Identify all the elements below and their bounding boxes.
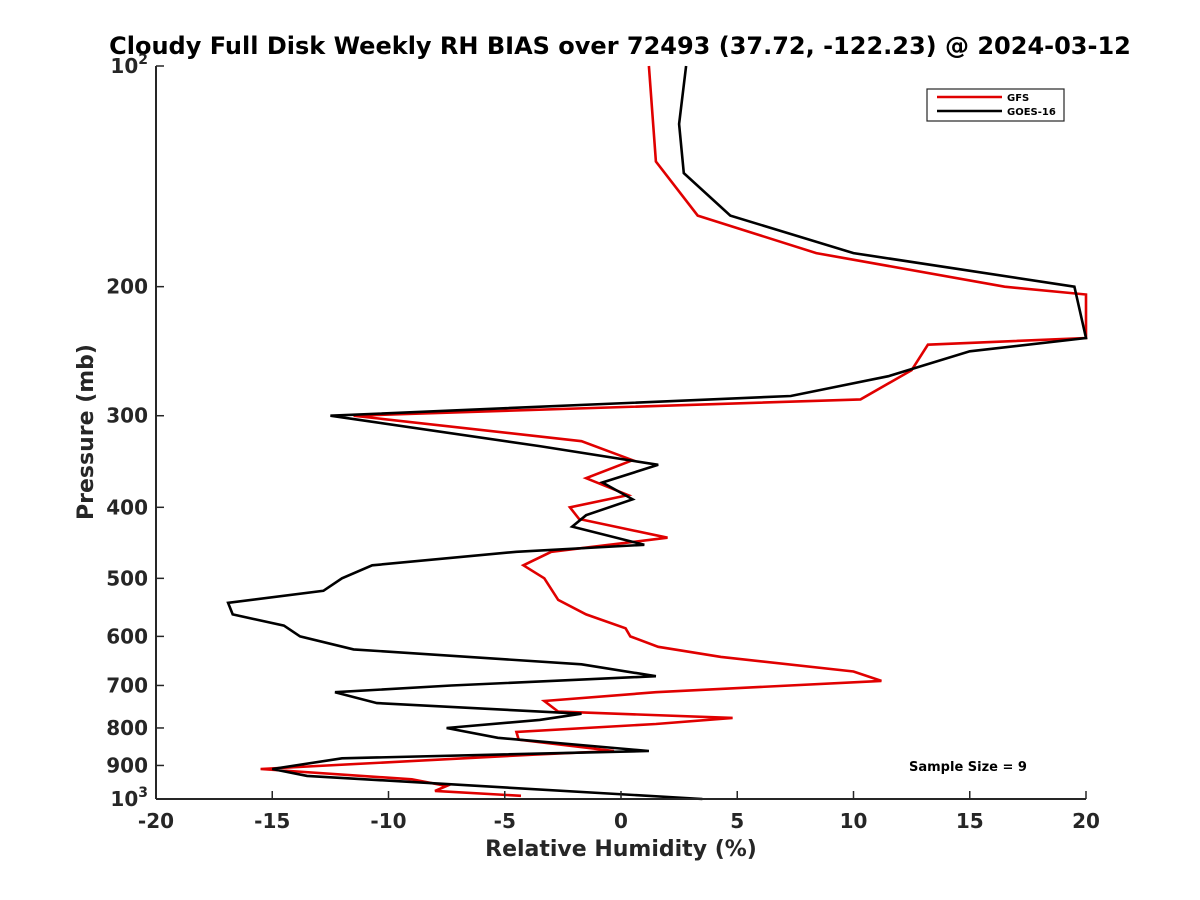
y-tick-label: 900: [106, 753, 148, 777]
legend-label-gfs: GFS: [1007, 93, 1029, 104]
x-tick-label: 5: [730, 809, 744, 833]
y-tick-label: 400: [106, 495, 148, 519]
x-tick-label: 0: [614, 809, 628, 833]
x-tick-label: -10: [370, 809, 406, 833]
y-tick-label: 300: [106, 404, 148, 428]
chart-title: Cloudy Full Disk Weekly RH BIAS over 724…: [109, 32, 1131, 60]
y-tick-label: 700: [106, 673, 148, 697]
y-tick-label: 200: [106, 275, 148, 299]
series-line-goes-16: [226, 65, 1088, 801]
y-axis-label: Pressure (mb): [74, 344, 99, 520]
y-tick-label: 600: [106, 624, 148, 648]
x-tick-label: -20: [138, 809, 174, 833]
x-ticks: -20 -15 -10 -5 0 5 10 15 20: [138, 791, 1100, 833]
legend: GFS GOES-16: [926, 88, 1065, 122]
legend-box: [926, 88, 1065, 122]
y-tick-label: 800: [106, 716, 148, 740]
x-tick-label: 20: [1072, 809, 1100, 833]
sample-size-annotation: Sample Size = 9: [909, 760, 1027, 775]
x-tick-label: -15: [254, 809, 290, 833]
x-tick-label: 15: [956, 809, 984, 833]
x-tick-label: -5: [494, 809, 516, 833]
x-axis-label: Relative Humidity (%): [485, 837, 757, 862]
series-layer: [226, 65, 1088, 801]
y-tick-label: 500: [106, 566, 148, 590]
legend-label-goes16: GOES-16: [1007, 107, 1056, 118]
x-tick-label: 10: [840, 809, 868, 833]
plot-area: [156, 66, 1086, 799]
